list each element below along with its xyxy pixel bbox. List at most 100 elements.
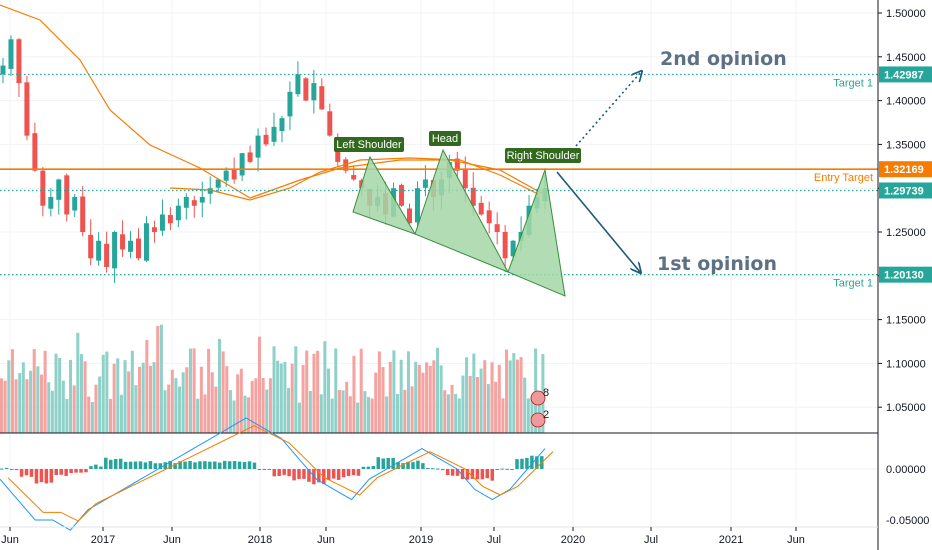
candle-body [136, 238, 141, 259]
second-opinion-label: 2nd opinion [660, 48, 787, 70]
price-tick-label: 1.05000 [886, 402, 926, 414]
candle-body [80, 196, 86, 232]
macd-histogram-bar [218, 462, 222, 469]
macd-histogram-bar [421, 463, 425, 469]
volume-bar [116, 358, 120, 433]
volume-bar [94, 384, 98, 433]
volume-bar [312, 353, 316, 433]
macd-histogram-bar [391, 457, 395, 469]
candle-body [48, 196, 54, 209]
volume-bar [479, 368, 483, 433]
macd-histogram-bar [336, 469, 341, 480]
volume-bar [54, 353, 58, 433]
volume-bar [334, 348, 338, 433]
macd-histogram-bar [54, 469, 58, 476]
volume-bar [526, 398, 530, 433]
macd-histogram-bar [94, 464, 98, 469]
volume-bar [174, 378, 178, 433]
volume-bar [410, 386, 414, 433]
volume-bar [7, 360, 11, 433]
candle-body [128, 240, 134, 252]
macd-histogram-bar [292, 469, 296, 481]
volume-bar [119, 394, 123, 433]
macd-histogram-bar [525, 457, 529, 469]
volume-bar [381, 366, 385, 433]
macd-histogram-bar [401, 463, 405, 469]
macd-histogram-bar [470, 469, 475, 479]
time-tick-label: Jun [787, 534, 805, 546]
candle-body [407, 208, 412, 224]
macd-histogram-bar [287, 469, 291, 477]
candle-body [486, 210, 492, 224]
volume-bar [25, 379, 29, 433]
time-tick-label: Jul [487, 534, 501, 546]
volume-bar [279, 363, 283, 433]
macd-histogram-bar [257, 469, 262, 470]
macd-tick-label: 0.00000 [886, 464, 926, 476]
right-shoulder-triangle [507, 168, 566, 297]
macd-histogram-bar [297, 469, 301, 479]
time-tick-label: 2019 [409, 534, 433, 546]
volume-bar [508, 360, 512, 433]
volume-bar [428, 365, 432, 433]
macd-histogram-bar [490, 469, 494, 481]
macd-histogram-bar [242, 462, 247, 469]
candle-body [120, 234, 126, 250]
macd-histogram-bar [158, 463, 163, 469]
volume-bar [501, 398, 505, 433]
time-tick-label: Jun [1, 534, 19, 546]
price-badge-text-current: 1.29739 [884, 185, 924, 197]
candle-body [462, 168, 468, 189]
time-tick-label: Jun [317, 534, 335, 546]
volume-bar [283, 361, 287, 433]
volume-bar [123, 360, 127, 433]
volume-bar [439, 365, 443, 433]
volume-bar [207, 348, 211, 433]
volume-bar [36, 366, 40, 433]
time-tick-label: 2018 [248, 534, 272, 546]
first-opinion-label: 1st opinion [657, 253, 777, 275]
candle-body [159, 214, 165, 231]
volume-bar [43, 350, 47, 433]
volume-bar [359, 348, 363, 433]
candle-body [311, 83, 317, 101]
candle-body [327, 111, 333, 136]
volume-bar [490, 362, 494, 433]
volume-bar [294, 346, 298, 433]
macd-histogram-bar [445, 469, 450, 476]
volume-bar [32, 349, 36, 433]
volume-bar [14, 379, 18, 433]
price-badge-target-upper [879, 66, 932, 83]
volume-bar [178, 386, 182, 433]
volume-bar [90, 402, 94, 433]
macd-histogram-bar [475, 469, 480, 480]
volume-bar [425, 362, 429, 433]
macd-histogram-bar [371, 466, 376, 469]
macd-histogram-bar [282, 469, 286, 475]
volume-bar [403, 389, 407, 433]
candle-body [263, 134, 269, 145]
volume-bar [475, 377, 479, 433]
macd-histogram-bar [99, 466, 103, 469]
macd-tick-label: -0.05000 [886, 515, 929, 527]
macd-histogram-bar [327, 469, 331, 480]
macd-histogram-bar [183, 461, 187, 469]
candle-body [399, 184, 405, 206]
candle-body [494, 224, 500, 232]
time-tick-label: Jul [644, 534, 658, 546]
volume-bar [112, 363, 116, 433]
macd-histogram-bar [510, 469, 514, 470]
macd-histogram-bar [193, 462, 197, 469]
volume-bar [497, 364, 501, 433]
macd-histogram-bar [138, 461, 143, 469]
candle-body [239, 153, 245, 176]
volume-bar [39, 374, 43, 433]
volume-badge-2: 2 [543, 409, 549, 421]
macd-histogram-bar [148, 461, 153, 469]
macd-histogram-bar [480, 469, 485, 480]
volume-bar [341, 390, 345, 433]
volume-bar [159, 324, 163, 433]
candle-body [0, 65, 6, 75]
time-tick-label: 2020 [561, 534, 585, 546]
